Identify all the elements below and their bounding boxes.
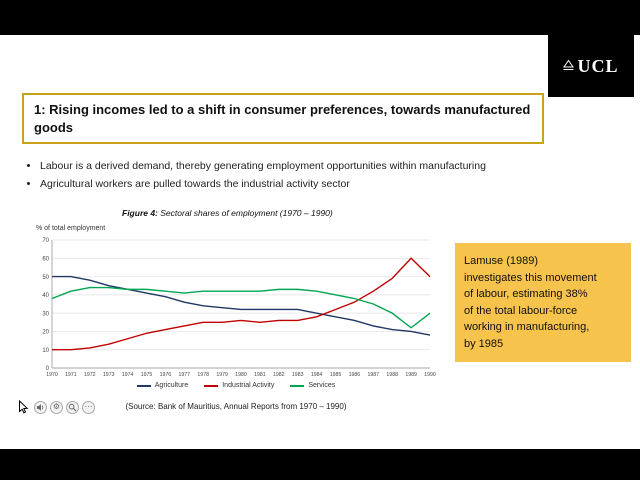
mouse-cursor-icon xyxy=(18,400,29,414)
ucl-logo-text: UCL xyxy=(577,55,619,76)
svg-text:60: 60 xyxy=(42,256,49,262)
settings-button[interactable]: ⚙ xyxy=(50,400,63,414)
svg-text:30: 30 xyxy=(42,311,49,317)
svg-text:1972: 1972 xyxy=(84,372,96,378)
more-button[interactable]: ⋯ xyxy=(82,400,95,414)
svg-text:20: 20 xyxy=(42,330,49,336)
callout-line: Lamuse (1989) xyxy=(464,255,538,267)
svg-text:1970: 1970 xyxy=(46,372,58,378)
svg-text:0: 0 xyxy=(46,366,50,372)
svg-text:1983: 1983 xyxy=(292,372,304,378)
svg-text:1990: 1990 xyxy=(424,372,436,378)
figure-caption-text: Sectoral shares of employment (1970 – 19… xyxy=(157,208,333,218)
svg-text:1980: 1980 xyxy=(235,372,247,378)
svg-text:70: 70 xyxy=(42,238,49,244)
figure-caption-label: Figure 4: xyxy=(122,208,158,218)
svg-text:1973: 1973 xyxy=(103,372,115,378)
legend-label: Industrial Activity xyxy=(222,382,275,389)
magnifier-icon xyxy=(68,403,77,411)
callout-line: by 1985 xyxy=(464,337,504,350)
legend-item: Agriculture xyxy=(136,382,189,389)
svg-text:1971: 1971 xyxy=(65,372,77,378)
svg-text:1978: 1978 xyxy=(197,372,209,378)
legend-item: Industrial Activity xyxy=(204,382,274,389)
callout-line: working in manufacturing, xyxy=(464,321,590,333)
legend-swatch xyxy=(136,384,151,387)
speaker-icon xyxy=(36,403,44,411)
ucl-portico-icon xyxy=(563,60,575,70)
svg-text:1979: 1979 xyxy=(216,372,228,378)
svg-text:1988: 1988 xyxy=(386,372,398,378)
callout-line: of labour, estimating 38% xyxy=(464,288,588,300)
chart-legend: Agriculture Industrial Activity Services xyxy=(34,382,438,389)
svg-text:1986: 1986 xyxy=(349,372,361,378)
figure-caption: Figure 4: Sectoral shares of employment … xyxy=(122,208,333,218)
zoom-button[interactable] xyxy=(66,400,79,414)
bullet-item: Labour is a derived demand, thereby gene… xyxy=(40,160,610,172)
gear-icon: ⚙ xyxy=(52,402,61,411)
legend-item: Services xyxy=(290,382,335,389)
bullet-item: Agricultural workers are pulled towards … xyxy=(40,178,610,190)
legend-swatch xyxy=(204,384,219,387)
svg-text:1984: 1984 xyxy=(311,372,323,378)
svg-text:1976: 1976 xyxy=(160,372,172,378)
bullet-list: Labour is a derived demand, thereby gene… xyxy=(24,160,610,196)
chart-y-axis-label: % of total employment xyxy=(36,225,106,232)
svg-text:10: 10 xyxy=(42,348,49,354)
svg-text:1987: 1987 xyxy=(368,372,380,378)
ellipsis-icon: ⋯ xyxy=(84,402,93,411)
svg-text:40: 40 xyxy=(42,293,49,299)
source-note: (Source: Bank of Mauritius, Annual Repor… xyxy=(125,402,347,411)
callout-box: Lamuse (1989) investigates this movement o… xyxy=(455,243,631,362)
callout-line: investigates this movement xyxy=(464,271,597,284)
callout-line: of the total labour-force xyxy=(464,304,578,317)
legend-label: Agriculture xyxy=(154,382,189,389)
volume-button[interactable] xyxy=(34,400,47,414)
legend-swatch xyxy=(290,384,305,387)
svg-text:1974: 1974 xyxy=(122,372,134,378)
svg-text:1975: 1975 xyxy=(141,372,153,378)
callout-text: Lamuse (1989) investigates this movement o… xyxy=(464,253,622,352)
svg-text:1985: 1985 xyxy=(330,372,342,378)
svg-text:1981: 1981 xyxy=(254,372,266,378)
svg-text:1977: 1977 xyxy=(179,372,191,378)
slide: UCL 1: Rising incomes led to a shift in … xyxy=(0,35,640,449)
svg-text:50: 50 xyxy=(42,275,49,281)
svg-text:1982: 1982 xyxy=(273,372,285,378)
player-toolbar: ⚙ ⋯ xyxy=(18,400,95,414)
ucl-logo: UCL xyxy=(548,35,634,97)
slide-title: 1: Rising incomes led to a shift in cons… xyxy=(22,93,544,145)
svg-text:1989: 1989 xyxy=(405,372,417,378)
employment-chart: 0 10 20 30 40 50 60 70 1970 1971 1972 1973 1974 1975 1… xyxy=(42,238,436,378)
legend-label: Services xyxy=(308,382,336,389)
